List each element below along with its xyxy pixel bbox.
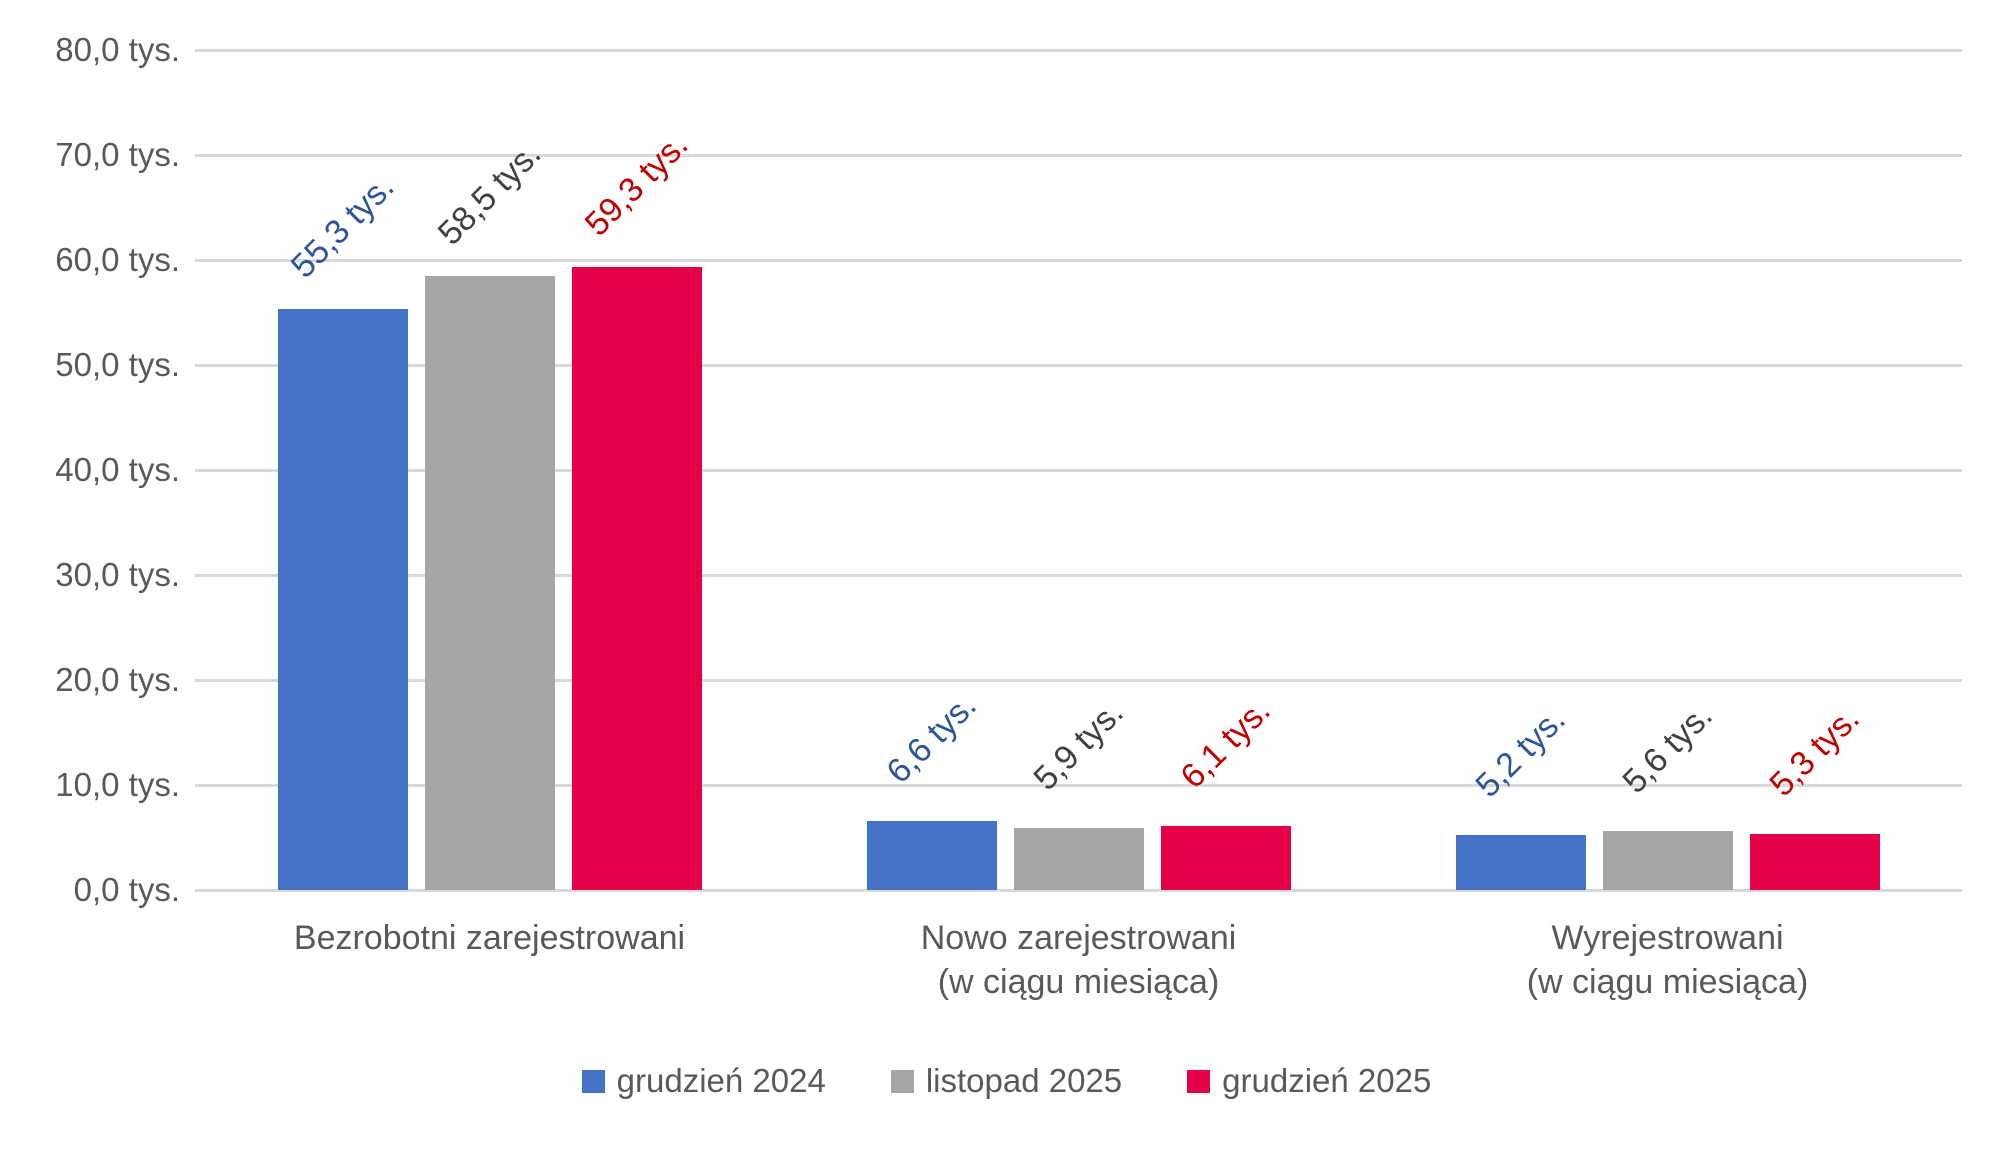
bar (1749, 834, 1880, 890)
bar-value-label: 59,3 tys. (577, 126, 696, 244)
gridline (195, 48, 1962, 52)
gridline (195, 678, 1962, 682)
gridline (195, 783, 1962, 787)
legend-label: grudzień 2024 (616, 1062, 826, 1099)
category-label-line: (w ciągu miesiąca) (937, 963, 1220, 1001)
category-label-line: Nowo zarejestrowani (920, 919, 1237, 957)
bar (866, 820, 997, 890)
y-axis-tick-label: 40,0 tys. (55, 451, 180, 488)
bar (571, 267, 702, 890)
legend-item: grudzień 2024 (581, 1062, 826, 1100)
bar-value-label: 55,3 tys. (283, 168, 402, 286)
y-axis-tick-label: 50,0 tys. (55, 346, 180, 383)
category-label-line: (w ciągu miesiąca) (1526, 963, 1809, 1001)
legend-swatch (581, 1069, 605, 1093)
gridline (195, 888, 1962, 892)
legend-label: listopad 2025 (925, 1062, 1123, 1099)
gridline (195, 468, 1962, 472)
bar (1602, 831, 1733, 890)
y-axis-tick-label: 10,0 tys. (55, 766, 180, 803)
bar (424, 275, 555, 890)
gridline (195, 573, 1962, 577)
bar (1160, 825, 1291, 890)
bar (1013, 828, 1144, 890)
y-axis-tick-label: 30,0 tys. (55, 556, 180, 593)
gridline (195, 258, 1962, 262)
category-label: Nowo zarejestrowani (w ciągu miesiąca) (759, 916, 1399, 1004)
category-label-line: Wyrejestrowani (1551, 919, 1784, 957)
category-label-line: Bezrobotni zarejestrowani (293, 919, 686, 957)
bar-value-label: 6,6 tys. (878, 686, 984, 791)
y-axis-tick-label: 80,0 tys. (55, 31, 180, 68)
y-axis-tick-label: 0,0 tys. (73, 871, 180, 908)
bar (1455, 835, 1586, 890)
category-label: Bezrobotni zarejestrowani (170, 916, 810, 960)
legend-swatch (1187, 1069, 1211, 1093)
y-axis-tick-label: 60,0 tys. (55, 241, 180, 278)
category-label: Wyrejestrowani (w ciągu miesiąca) (1348, 916, 1988, 1004)
bar-value-label: 5,3 tys. (1761, 699, 1867, 805)
bar (277, 309, 408, 890)
legend: grudzień 2024 listopad 2025 grudzień 2025 (0, 1062, 2013, 1100)
legend-item: listopad 2025 (890, 1062, 1123, 1100)
legend-label: grudzień 2025 (1222, 1062, 1432, 1099)
y-axis-tick-label: 70,0 tys. (55, 136, 180, 173)
bar-value-label: 58,5 tys. (430, 134, 549, 253)
gridline (195, 363, 1962, 367)
bar-value-label: 6,1 tys. (1172, 691, 1278, 796)
bar-value-label: 5,2 tys. (1467, 700, 1573, 806)
y-axis-tick-label: 20,0 tys. (55, 661, 180, 698)
gridline (195, 153, 1962, 157)
legend-swatch (890, 1069, 914, 1093)
legend-item: grudzień 2025 (1187, 1062, 1431, 1100)
